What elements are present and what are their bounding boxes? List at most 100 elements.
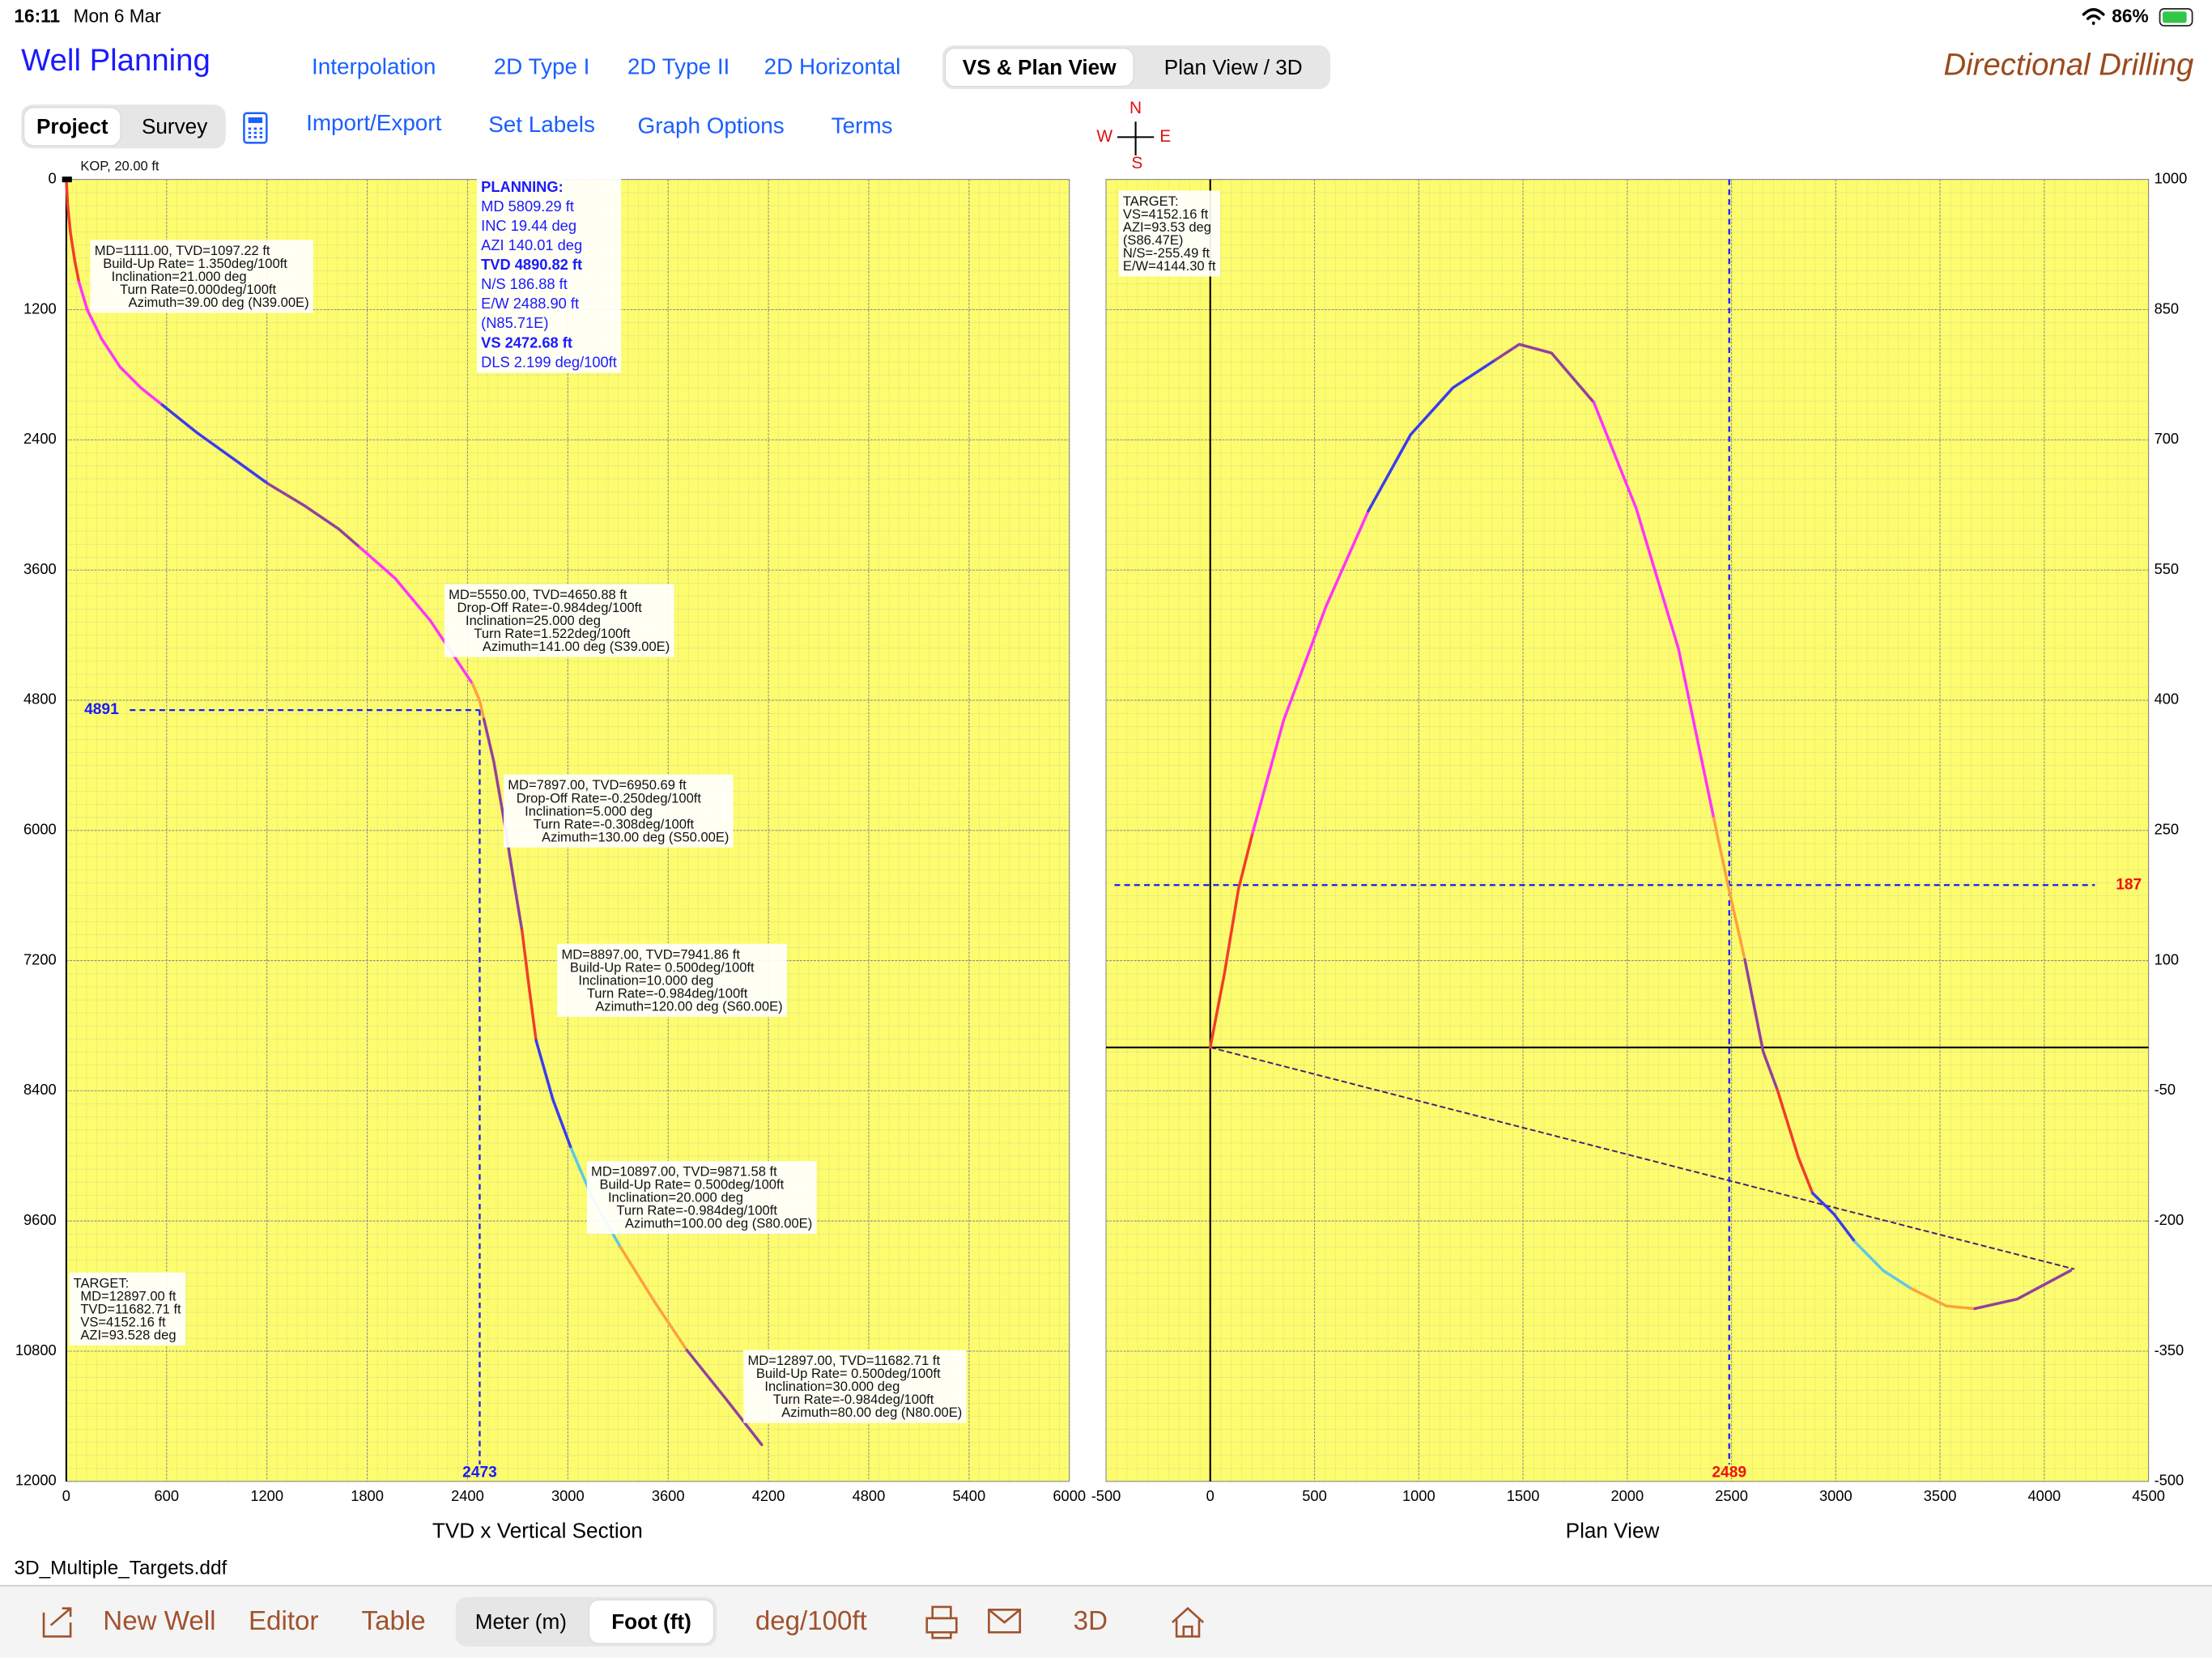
tab[interactable]: 2D Type II (627, 53, 730, 79)
y-tick-label: 400 (2155, 691, 2180, 708)
annotation-bg (743, 1350, 967, 1423)
well-path (1209, 831, 1254, 1049)
x-tick-label: 1800 (351, 1487, 384, 1504)
tab[interactable]: 2D Horizontal (764, 53, 901, 79)
annotation-text: N/S 186.88 ft (481, 275, 568, 292)
toolbar-button[interactable]: Table (362, 1606, 426, 1636)
compass-label: W (1096, 127, 1112, 146)
compass-cross (1117, 121, 1155, 156)
y-tick-label: 6000 (23, 821, 57, 838)
annotation-text: INC 19.44 deg (481, 217, 576, 234)
annotation-bg (557, 943, 787, 1017)
mode-toggle-option[interactable]: Survey (142, 114, 208, 138)
well-path (358, 546, 474, 686)
mode-toggle-option[interactable]: Project (36, 114, 108, 138)
link[interactable]: Set Labels (488, 112, 595, 137)
annotation-text: MD=8897.00, TVD=7941.86 ft (561, 946, 740, 962)
y-tick-label: 1000 (2155, 169, 2188, 186)
annotation-text: Inclination=21.000 deg (112, 269, 247, 284)
y-tick-label: 4800 (23, 691, 57, 708)
annotation-text: E/W=4144.30 ft (1123, 258, 1216, 274)
annotation-text: Inclination=30.000 deg (764, 1379, 900, 1394)
link[interactable]: Import/Export (306, 110, 441, 135)
view-toggle-option[interactable]: VS & Plan View (963, 55, 1117, 79)
toolbar-button[interactable]: deg/100ft (755, 1606, 867, 1636)
battery-level: 86% (2112, 5, 2148, 26)
brand: Directional Drilling (1943, 47, 2193, 82)
annotation-text: Build-Up Rate= 0.500deg/100ft (570, 959, 755, 975)
unit-toggle-option[interactable]: Meter (m) (475, 1609, 567, 1634)
annotation-text: MD=1111.00, TVD=1097.22 ft (95, 243, 270, 258)
well-path (65, 177, 81, 284)
app-title: Well Planning (21, 43, 211, 78)
tab[interactable]: Interpolation (312, 53, 436, 79)
status-time: 16:11 (14, 5, 60, 26)
well-path (1494, 342, 1596, 404)
annotation-text: Azimuth=100.00 deg (S80.00E) (625, 1216, 812, 1231)
x-tick-label: 2500 (1715, 1487, 1748, 1504)
x-tick-label: 1200 (250, 1487, 283, 1504)
annotation-text: MD 5809.29 ft (481, 198, 574, 215)
well-path (685, 1349, 764, 1447)
annotation-text: TVD 4890.82 ft (481, 256, 582, 273)
annotation-text: MD=7897.00, TVD=6950.69 ft (508, 777, 687, 793)
crosshair-label: 4891 (84, 701, 119, 718)
x-tick-label: 3600 (652, 1487, 685, 1504)
well-path (470, 682, 486, 721)
wifi-icon (2082, 7, 2105, 25)
tab[interactable]: 2D Type I (494, 53, 590, 79)
x-tick-label: -500 (1091, 1487, 1121, 1504)
annotation-text: Build-Up Rate= 1.350deg/100ft (103, 256, 287, 271)
compass-label: N (1129, 99, 1142, 117)
home-icon[interactable] (1172, 1606, 1205, 1638)
annotation-text: Inclination=5.000 deg (525, 803, 653, 818)
well-path (1251, 509, 1370, 835)
status-date: Mon 6 Mar (74, 5, 162, 26)
well-path (1712, 816, 1746, 962)
annotation-bg (504, 774, 734, 848)
compass-label: E (1159, 127, 1171, 146)
print-icon[interactable] (925, 1605, 958, 1639)
y-tick-label: 7200 (23, 950, 57, 967)
well-path (534, 1039, 573, 1150)
annotation-text: Inclination=20.000 deg (608, 1190, 743, 1205)
y-tick-label: 3600 (23, 560, 57, 577)
x-tick-label: 4000 (2027, 1487, 2061, 1504)
unit-toggle-selected (588, 1599, 715, 1644)
well-path (77, 280, 164, 406)
y-tick-label: 8400 (23, 1081, 57, 1098)
link[interactable]: Graph Options (638, 113, 785, 138)
well-path (1853, 1240, 1913, 1290)
annotation-text: Azimuth=39.00 deg (N39.00E) (129, 295, 309, 310)
x-tick-label: 0 (62, 1487, 70, 1504)
annotation-text: Build-Up Rate= 0.500deg/100ft (756, 1366, 941, 1381)
annotation-text: MD=5550.00, TVD=4650.88 ft (449, 587, 627, 602)
annotation-bg (1118, 190, 1221, 277)
toolbar-button[interactable]: Editor (249, 1606, 318, 1636)
annotation-bg (76, 155, 164, 176)
view-toggle-selected (944, 48, 1134, 87)
well-path (619, 1246, 689, 1352)
view-toggle-option[interactable]: Plan View / 3D (1164, 55, 1303, 79)
compass-label: S (1131, 154, 1142, 172)
annotation-text: PLANNING: (481, 178, 564, 195)
x-tick-label: 3000 (551, 1487, 585, 1504)
y-tick-label: 12000 (15, 1472, 57, 1489)
share-icon[interactable] (42, 1607, 72, 1638)
mail-icon[interactable] (988, 1609, 1022, 1634)
link[interactable]: Terms (832, 113, 893, 138)
annotation-text: MD=10897.00, TVD=9871.58 ft (591, 1164, 777, 1180)
x-axis-title: Plan View (1566, 1518, 1660, 1542)
well-path (1743, 958, 1779, 1092)
y-tick-label: -350 (2155, 1341, 2184, 1358)
toolbar-button[interactable]: 3D (1074, 1606, 1108, 1636)
chart: 0 600 1200 1800 2400 3000 3600 4200 4800 5400 6000… (15, 155, 1086, 1542)
annotation-bg (90, 240, 313, 313)
calculator-icon[interactable] (243, 112, 268, 144)
x-tick-label: 500 (1302, 1487, 1327, 1504)
toolbar-button[interactable]: New Well (103, 1606, 215, 1636)
unit-toggle-option[interactable]: Foot (ft) (611, 1609, 691, 1634)
annotation-text: E/W 2488.90 ft (481, 295, 579, 312)
